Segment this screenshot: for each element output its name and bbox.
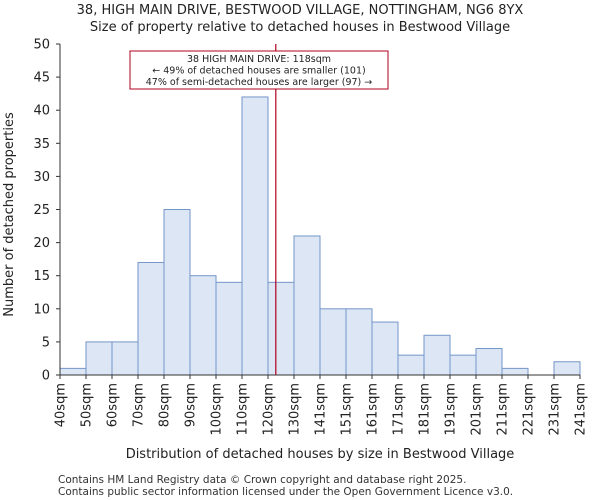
x-tick-label: 120sqm: [262, 383, 277, 436]
x-tick-label: 110sqm: [236, 383, 251, 436]
y-tick-label: 45: [33, 71, 50, 86]
annotation-line-3: 47% of semi-detached houses are larger (…: [146, 77, 373, 88]
annotation-line-2: ← 49% of detached houses are smaller (10…: [152, 66, 365, 77]
y-tick-label: 20: [33, 236, 50, 251]
x-tick-label: 70sqm: [132, 383, 147, 427]
annotation-box: [129, 50, 389, 90]
x-tick-label: 241sqm: [574, 383, 589, 436]
x-tick-label: 90sqm: [184, 383, 199, 427]
chart-title-line2: Size of property relative to detached ho…: [89, 20, 511, 35]
histogram-bar: [293, 235, 321, 376]
x-tick-label: 141sqm: [314, 383, 329, 436]
histogram-bar: [449, 354, 477, 376]
histogram-bar: [85, 341, 113, 376]
y-tick-label: 10: [33, 302, 50, 317]
histogram-bar: [215, 281, 243, 376]
x-axis-title: Distribution of detached houses by size …: [126, 447, 515, 462]
histogram-bar: [423, 334, 451, 376]
x-tick-label: 231sqm: [548, 383, 563, 436]
y-tick-label: 40: [33, 104, 50, 119]
x-tick-label: 60sqm: [106, 383, 121, 427]
y-tick-label: 30: [33, 170, 50, 185]
annotation-line-1: 38 HIGH MAIN DRIVE: 118sqm: [187, 54, 331, 65]
y-tick-label: 35: [33, 137, 50, 152]
y-tick-label: 5: [42, 335, 50, 350]
histogram-bar: [111, 341, 139, 376]
footer-copyright: Contains HM Land Registry data © Crown c…: [58, 474, 467, 486]
y-axis-title: Number of detached properties: [2, 112, 17, 317]
histogram-bar: [501, 367, 529, 376]
histogram-bar: [345, 308, 373, 376]
y-tick-label: 0: [42, 369, 50, 384]
histogram-bar: [189, 275, 217, 376]
x-tick-label: 191sqm: [444, 383, 459, 436]
histogram-bar: [475, 348, 503, 376]
histogram-bar: [553, 361, 581, 376]
x-tick-label: 181sqm: [418, 383, 433, 436]
histogram-bar: [371, 321, 399, 376]
x-tick-label: 161sqm: [366, 383, 381, 436]
x-tick-label: 211sqm: [496, 383, 511, 436]
footer-licence: Contains public sector information licen…: [58, 486, 514, 498]
histogram-bar: [267, 281, 295, 376]
x-tick-label: 201sqm: [470, 383, 485, 436]
x-tick-label: 40sqm: [54, 383, 69, 427]
y-tick-label: 50: [33, 38, 50, 53]
x-tick-label: 50sqm: [80, 383, 95, 427]
y-tick-label: 15: [33, 269, 50, 284]
histogram-bar: [163, 209, 191, 376]
x-tick-label: 80sqm: [158, 383, 173, 427]
histogram-bar: [397, 354, 425, 376]
x-tick-label: 151sqm: [340, 383, 355, 436]
x-tick-label: 221sqm: [522, 383, 537, 436]
histogram-bar: [319, 308, 347, 376]
histogram-bar: [241, 96, 269, 376]
chart-title-line1: 38, HIGH MAIN DRIVE, BESTWOOD VILLAGE, N…: [76, 3, 524, 18]
x-tick-label: 130sqm: [288, 383, 303, 436]
y-tick-label: 25: [33, 203, 50, 218]
x-tick-label: 100sqm: [210, 383, 225, 436]
histogram-bar: [59, 367, 87, 376]
x-tick-label: 171sqm: [392, 383, 407, 436]
histogram-bar: [137, 261, 165, 376]
